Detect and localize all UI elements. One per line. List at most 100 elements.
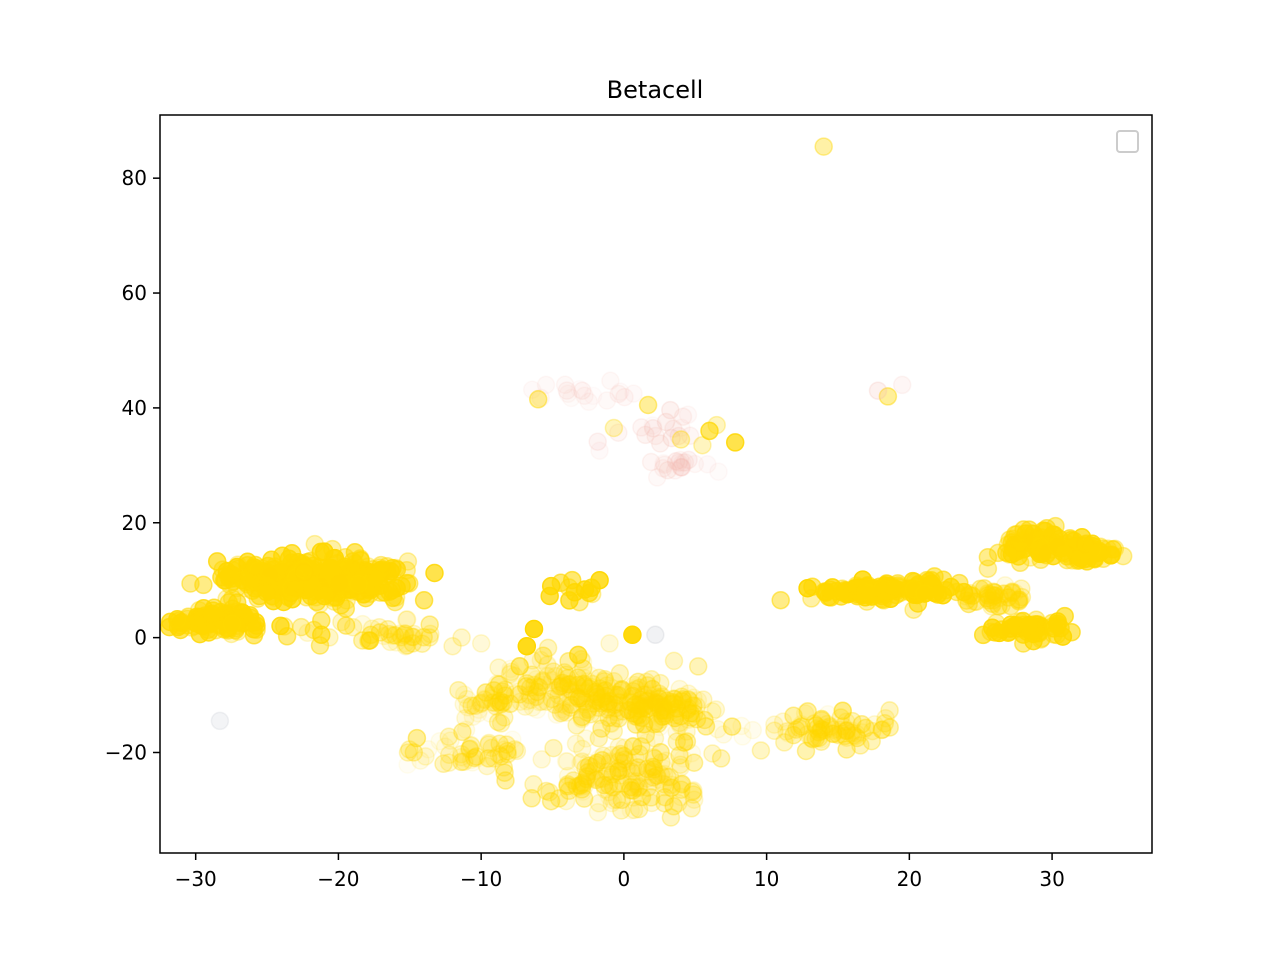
scatter-point [575,386,594,406]
scatter-point [664,651,684,671]
scatter-point [615,750,635,769]
scatter-point [495,763,514,782]
scatter-point [818,705,838,724]
scatter-point [874,591,893,610]
scatter-point [457,689,477,709]
scatter-point [498,745,518,764]
scatter-point [553,675,572,695]
scatter-point [556,791,576,811]
scatter-point [648,714,668,734]
scatter-point [639,762,658,782]
scatter-point [517,691,537,711]
scatter-point [397,636,417,655]
scatter-point [1019,615,1039,635]
scatter-point [833,719,852,739]
scatter-point [780,721,799,740]
scatter-point [610,751,629,771]
scatter-point [585,768,605,788]
scatter-point [847,728,867,748]
scatter-point [291,617,311,637]
scatter-point [812,709,831,729]
scatter-point [632,708,651,728]
scatter-point [454,694,473,714]
scatter-point [598,694,618,713]
scatter-point [682,743,702,763]
scatter-point [635,714,655,734]
scatter-point [397,610,416,630]
scatter-point [624,675,644,695]
scatter-point [665,690,684,709]
scatter-point [602,767,621,787]
scatter-point [622,689,642,709]
scatter-point [608,758,628,778]
scatter-point [654,453,673,473]
scatter-point [593,769,612,789]
scatter-point [632,787,652,807]
scatter-point [1002,544,1022,564]
scatter-point [644,714,664,734]
scatter-point [1044,619,1064,638]
scatter-point [452,744,471,764]
scatter-point [602,679,621,698]
scatter-point [708,719,727,739]
scatter-point [570,379,589,399]
scatter-point [558,766,578,786]
scatter-point [795,704,815,723]
scatter-point [561,698,580,717]
scatter-point [435,737,455,756]
scatter-point [576,683,595,703]
x-tick-label: 30 [1039,867,1064,891]
scatter-point [657,691,677,710]
scatter-point [505,740,525,759]
scatter-point [1005,583,1025,603]
scatter-point [398,743,418,762]
scatter-point [380,582,399,601]
scatter-point [675,453,695,472]
scatter-point [619,751,638,771]
scatter-point [573,381,592,400]
scatter-point [414,591,434,610]
scatter-point [595,670,615,689]
scatter-point [677,732,697,751]
scatter-point [654,697,673,717]
scatter-point [606,699,625,718]
scatter-point [477,756,497,776]
scatter-point [666,705,685,725]
scatter-point [605,695,624,715]
scatter-point [666,452,686,471]
scatter-point [487,674,507,693]
scatter-point [532,692,551,711]
scatter-point [628,707,647,727]
scatter-point [397,610,417,629]
scatter-point [549,677,569,697]
scatter-point [396,636,415,656]
scatter-point [654,764,674,784]
scatter-point [491,714,511,733]
scatter-point [837,721,856,741]
scatter-point [852,715,872,734]
scatter-point [588,685,607,704]
scatter-point [982,597,1001,616]
scatter-point [673,692,692,711]
scatter-point [792,715,811,734]
scatter-point [462,696,481,715]
scatter-point [522,380,542,400]
scatter-point [683,782,702,802]
scatter-point [670,746,689,765]
scatter-point [620,780,640,800]
scatter-point [493,682,512,701]
scatter-point [637,769,657,788]
scatter-point [511,692,530,711]
scatter-point [443,636,462,656]
scatter-point [638,759,657,779]
scatter-point [542,672,561,692]
scatter-point [294,563,314,582]
scatter-point [587,691,606,710]
scatter-point [575,676,594,696]
scatter-point [629,705,648,725]
scatter-point [652,753,671,772]
scatter-point [607,703,626,722]
scatter-point [614,774,633,793]
scatter-point [411,751,430,770]
scatter-point [667,732,687,751]
